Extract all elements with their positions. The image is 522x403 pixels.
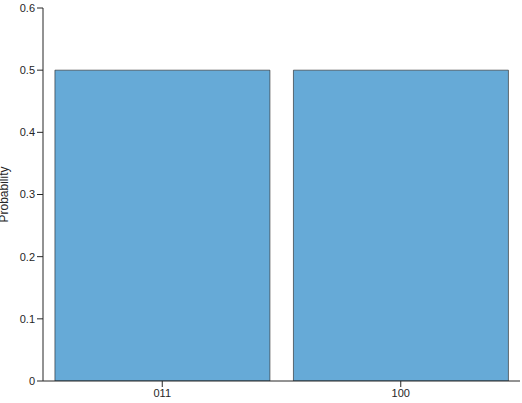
svg-text:0.2: 0.2 xyxy=(20,251,35,263)
svg-text:0.6: 0.6 xyxy=(20,2,35,14)
svg-text:100: 100 xyxy=(392,387,410,399)
svg-text:0.4: 0.4 xyxy=(20,126,35,138)
svg-text:0: 0 xyxy=(29,375,35,387)
svg-text:0.1: 0.1 xyxy=(20,313,35,325)
svg-text:0.3: 0.3 xyxy=(20,188,35,200)
svg-text:0.5: 0.5 xyxy=(20,64,35,76)
svg-text:Probability: Probability xyxy=(8,166,11,222)
svg-text:011: 011 xyxy=(153,387,171,399)
